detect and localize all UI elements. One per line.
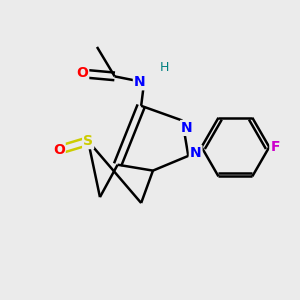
Text: O: O <box>76 66 88 80</box>
Text: O: O <box>53 143 65 157</box>
Text: N: N <box>190 146 202 160</box>
Text: S: S <box>83 134 93 148</box>
Text: H: H <box>160 61 169 74</box>
Text: F: F <box>270 140 280 154</box>
Text: N: N <box>181 121 193 135</box>
Text: N: N <box>134 75 146 89</box>
